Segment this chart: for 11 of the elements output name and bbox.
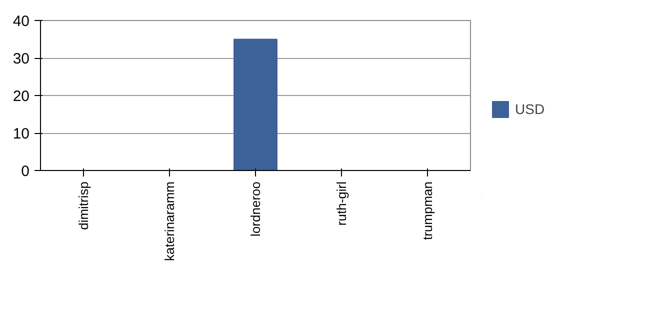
y-tick-label: 20 [12, 88, 30, 105]
y-tick-label: 40 [12, 13, 30, 30]
x-tick-label: katerinaramm [162, 182, 177, 261]
y-tick-label: 10 [12, 126, 30, 142]
y-tick-label: 30 [12, 50, 30, 68]
x-tick-label: trumpman [420, 181, 435, 240]
x-tick-label: ruth-girl [334, 181, 349, 226]
legend-label: USD [515, 100, 545, 116]
x-tick-label: dimitrisp [76, 181, 91, 230]
x-tick-label: lordneroo [248, 181, 263, 236]
y-tick-label: 0 [21, 163, 30, 180]
